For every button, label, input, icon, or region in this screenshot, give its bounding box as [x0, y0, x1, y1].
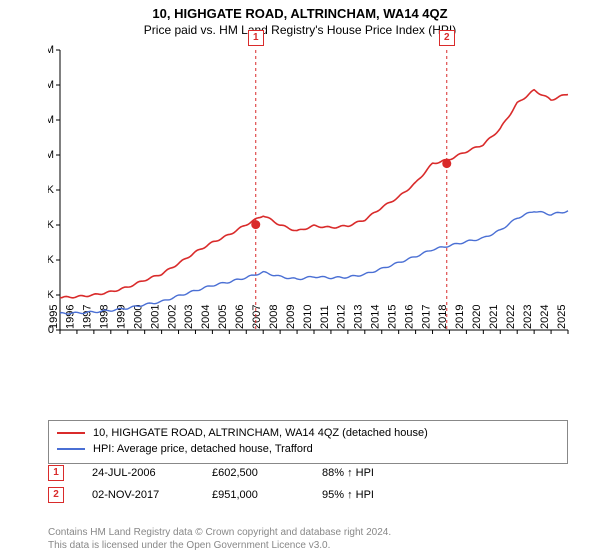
series-property — [60, 90, 568, 298]
x-tick-label: 2021 — [488, 305, 500, 329]
x-tick-label: 2018 — [437, 305, 449, 329]
page-subtitle: Price paid vs. HM Land Registry's House … — [0, 21, 600, 37]
legend-row: 10, HIGHGATE ROAD, ALTRINCHAM, WA14 4QZ … — [57, 425, 559, 441]
x-tick-label: 2002 — [166, 305, 178, 329]
legend-swatch — [57, 448, 85, 450]
x-tick-label: 2008 — [268, 305, 280, 329]
footer-line-2: This data is licensed under the Open Gov… — [48, 539, 391, 552]
x-tick-label: 2009 — [285, 305, 297, 329]
footer: Contains HM Land Registry data © Crown c… — [48, 526, 391, 552]
transaction-marker: 2 — [439, 30, 455, 46]
legend-row: HPI: Average price, detached house, Traf… — [57, 441, 559, 457]
x-tick-label: 2005 — [217, 305, 229, 329]
x-tick-label: 2014 — [369, 305, 381, 329]
x-tick-label: 2024 — [539, 305, 551, 329]
x-tick-label: 2023 — [522, 305, 534, 329]
series-hpi — [60, 211, 568, 314]
transaction-row-marker: 1 — [48, 465, 64, 481]
x-tick-label: 2017 — [420, 305, 432, 329]
x-tick-label: 2001 — [149, 305, 161, 329]
root: 10, HIGHGATE ROAD, ALTRINCHAM, WA14 4QZ … — [0, 0, 600, 560]
x-tick-label: 2015 — [386, 305, 398, 329]
transaction-pct: 95% ↑ HPI — [322, 489, 442, 501]
x-tick-label: 2025 — [556, 305, 568, 329]
x-tick-label: 1995 — [48, 305, 60, 329]
x-tick-label: 1998 — [99, 305, 111, 329]
x-tick-label: 2022 — [505, 305, 517, 329]
legend: 10, HIGHGATE ROAD, ALTRINCHAM, WA14 4QZ … — [48, 420, 568, 464]
price-chart: £0£200K£400K£600K£800K£1M£1.2M£1.4M£1.6M… — [48, 42, 578, 372]
x-tick-label: 2013 — [353, 305, 365, 329]
transaction-row-marker: 2 — [48, 487, 64, 503]
x-tick-label: 1996 — [65, 305, 77, 329]
y-tick-label: £400K — [48, 254, 55, 266]
x-tick-label: 2003 — [183, 305, 195, 329]
x-tick-label: 2000 — [132, 305, 144, 329]
y-tick-label: £1M — [48, 149, 54, 161]
x-tick-label: 1997 — [82, 305, 94, 329]
x-tick-label: 2011 — [319, 305, 331, 329]
x-tick-label: 2006 — [234, 305, 246, 329]
y-tick-label: £800K — [48, 184, 55, 196]
legend-label: 10, HIGHGATE ROAD, ALTRINCHAM, WA14 4QZ … — [93, 427, 428, 439]
x-tick-label: 2016 — [403, 305, 415, 329]
transaction-marker: 1 — [248, 30, 264, 46]
legend-label: HPI: Average price, detached house, Traf… — [93, 443, 313, 455]
x-tick-label: 2020 — [471, 305, 483, 329]
transaction-row: 1 24-JUL-2006£602,50088% ↑ HPI — [48, 462, 442, 484]
transactions-table: 1 24-JUL-2006£602,50088% ↑ HPI 2 02-NOV-201… — [48, 462, 442, 506]
transaction-date: 02-NOV-2017 — [92, 489, 212, 501]
x-tick-label: 2004 — [200, 305, 212, 329]
x-tick-label: 2012 — [336, 305, 348, 329]
transaction-date: 24-JUL-2006 — [92, 467, 212, 479]
transaction-row: 2 02-NOV-2017£951,00095% ↑ HPI — [48, 484, 442, 506]
chart-container: £0£200K£400K£600K£800K£1M£1.2M£1.4M£1.6M… — [48, 42, 578, 372]
x-tick-label: 2010 — [302, 305, 314, 329]
y-tick-label: £600K — [48, 219, 55, 231]
legend-swatch — [57, 432, 85, 434]
y-tick-label: £1.2M — [48, 114, 54, 126]
y-tick-label: £200K — [48, 289, 55, 301]
y-tick-label: £1.6M — [48, 44, 54, 56]
x-tick-label: 2007 — [251, 305, 263, 329]
transaction-price: £951,000 — [212, 489, 322, 501]
transaction-pct: 88% ↑ HPI — [322, 467, 442, 479]
page-title: 10, HIGHGATE ROAD, ALTRINCHAM, WA14 4QZ — [0, 0, 600, 21]
footer-line-1: Contains HM Land Registry data © Crown c… — [48, 526, 391, 539]
transaction-price: £602,500 — [212, 467, 322, 479]
x-tick-label: 2019 — [454, 305, 466, 329]
y-tick-label: £1.4M — [48, 79, 54, 91]
